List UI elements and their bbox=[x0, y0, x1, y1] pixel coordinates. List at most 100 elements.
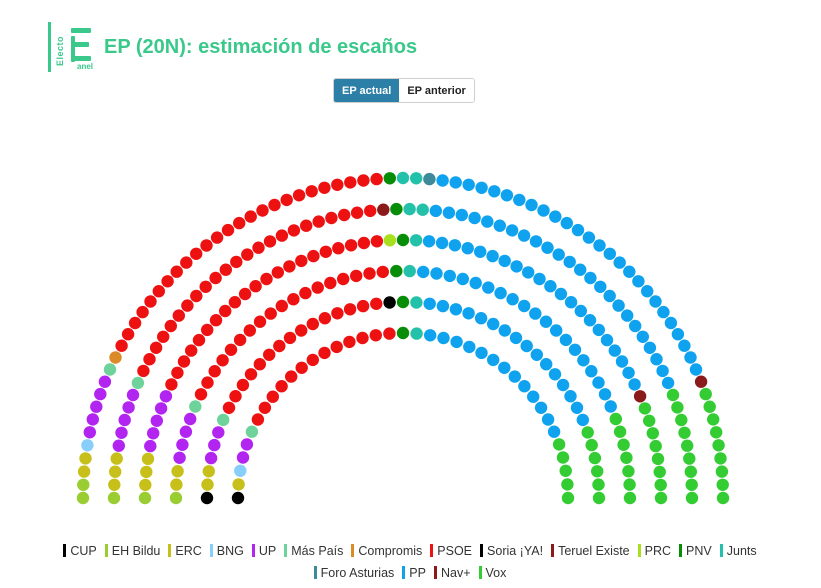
seat-dot[interactable] bbox=[236, 451, 250, 464]
seat-dot[interactable] bbox=[292, 189, 306, 202]
seat-dot[interactable] bbox=[437, 331, 450, 345]
legend-item[interactable]: Foro Asturias bbox=[313, 562, 394, 584]
seat-dot[interactable] bbox=[675, 413, 688, 427]
seat-dot[interactable] bbox=[581, 426, 594, 439]
seat-dot[interactable] bbox=[83, 426, 97, 439]
seat-dot[interactable] bbox=[222, 401, 236, 414]
seat-dot[interactable] bbox=[256, 204, 269, 217]
seat-dot[interactable] bbox=[416, 203, 429, 216]
seat-dot[interactable] bbox=[234, 464, 247, 477]
seat-dot[interactable] bbox=[541, 413, 555, 426]
seat-dot[interactable] bbox=[568, 343, 582, 356]
seat-dot[interactable] bbox=[649, 295, 662, 308]
seat-dot[interactable] bbox=[383, 327, 396, 340]
seat-dot[interactable] bbox=[190, 289, 203, 303]
seat-dot[interactable] bbox=[275, 299, 288, 313]
seat-dot[interactable] bbox=[657, 305, 670, 319]
seat-dot[interactable] bbox=[184, 412, 197, 426]
seat-dot[interactable] bbox=[671, 328, 685, 341]
seat-dot[interactable] bbox=[140, 465, 153, 479]
seat-dot[interactable] bbox=[540, 358, 553, 371]
seat-dot[interactable] bbox=[498, 361, 511, 374]
seat-dot[interactable] bbox=[154, 402, 168, 415]
seat-dot[interactable] bbox=[209, 314, 223, 327]
seat-dot[interactable] bbox=[307, 249, 320, 263]
seat-dot[interactable] bbox=[98, 375, 112, 388]
seat-dot[interactable] bbox=[109, 351, 122, 364]
seat-dot[interactable] bbox=[482, 281, 495, 294]
seat-dot[interactable] bbox=[171, 366, 184, 379]
seat-dot[interactable] bbox=[245, 425, 259, 438]
seat-dot[interactable] bbox=[243, 324, 256, 337]
seat-dot[interactable] bbox=[208, 438, 221, 452]
seat-dot[interactable] bbox=[275, 380, 288, 393]
seat-dot[interactable] bbox=[423, 297, 436, 310]
seat-dot[interactable] bbox=[216, 354, 229, 367]
seat-dot[interactable] bbox=[81, 439, 94, 452]
seat-dot[interactable] bbox=[122, 401, 135, 414]
seat-dot[interactable] bbox=[143, 353, 156, 366]
seat-dot[interactable] bbox=[204, 451, 218, 465]
seat-dot[interactable] bbox=[571, 223, 585, 237]
seat-dot[interactable] bbox=[510, 260, 523, 273]
seat-dot[interactable] bbox=[144, 439, 157, 453]
seat-dot[interactable] bbox=[707, 413, 720, 426]
seat-dot[interactable] bbox=[582, 231, 596, 244]
seat-dot[interactable] bbox=[112, 439, 126, 452]
seat-dot[interactable] bbox=[529, 235, 543, 248]
seat-dot[interactable] bbox=[550, 324, 563, 337]
seat-dot[interactable] bbox=[506, 293, 519, 306]
legend-item[interactable]: PNV bbox=[679, 540, 712, 562]
seat-dot[interactable] bbox=[244, 210, 257, 223]
seat-dot[interactable] bbox=[295, 324, 308, 337]
seat-dot[interactable] bbox=[541, 241, 554, 254]
seat-dot[interactable] bbox=[715, 465, 729, 478]
seat-dot[interactable] bbox=[609, 412, 622, 426]
seat-dot[interactable] bbox=[608, 344, 621, 357]
seat-dot[interactable] bbox=[325, 211, 338, 225]
seat-dot[interactable] bbox=[629, 319, 642, 333]
seat-dot[interactable] bbox=[390, 202, 403, 216]
seat-dot[interactable] bbox=[103, 363, 117, 376]
seat-dot[interactable] bbox=[556, 451, 570, 464]
seat-dot[interactable] bbox=[671, 401, 684, 414]
seat-dot[interactable] bbox=[487, 353, 500, 367]
seat-dot[interactable] bbox=[520, 339, 533, 353]
seat-dot[interactable] bbox=[684, 465, 697, 478]
seat-dot[interactable] bbox=[544, 280, 557, 293]
legend-item[interactable]: PP bbox=[402, 562, 426, 584]
seat-dot[interactable] bbox=[603, 289, 616, 303]
seat-dot[interactable] bbox=[560, 216, 573, 230]
seat-dot[interactable] bbox=[468, 211, 481, 225]
seat-dot[interactable] bbox=[584, 271, 597, 285]
seat-dot[interactable] bbox=[449, 303, 463, 316]
seat-dot[interactable] bbox=[271, 266, 284, 279]
seat-dot[interactable] bbox=[210, 231, 224, 244]
seat-dot[interactable] bbox=[109, 465, 122, 478]
legend-item[interactable]: Teruel Existe bbox=[551, 540, 630, 562]
seat-dot[interactable] bbox=[177, 355, 191, 368]
seat-dot[interactable] bbox=[643, 414, 656, 427]
seat-dot[interactable] bbox=[94, 387, 107, 401]
seat-dot[interactable] bbox=[699, 387, 712, 401]
seat-dot[interactable] bbox=[176, 438, 189, 451]
seat-dot[interactable] bbox=[390, 264, 403, 278]
seat-dot[interactable] bbox=[77, 465, 91, 478]
seat-dot[interactable] bbox=[461, 242, 474, 255]
seat-dot[interactable] bbox=[592, 323, 605, 337]
seat-dot[interactable] bbox=[462, 307, 475, 320]
seat-dot[interactable] bbox=[494, 286, 507, 300]
seat-dot[interactable] bbox=[287, 293, 300, 306]
seat-dot[interactable] bbox=[299, 286, 312, 300]
seat-dot[interactable] bbox=[475, 181, 488, 194]
seat-dot[interactable] bbox=[141, 452, 155, 466]
seat-dot[interactable] bbox=[563, 255, 576, 269]
seat-dot[interactable] bbox=[487, 317, 500, 331]
seat-dot[interactable] bbox=[212, 426, 225, 439]
seat-dot[interactable] bbox=[527, 390, 540, 403]
seat-dot[interactable] bbox=[330, 340, 343, 354]
seat-dot[interactable] bbox=[200, 491, 214, 505]
seat-dot[interactable] bbox=[249, 280, 262, 293]
seat-dot[interactable] bbox=[554, 287, 568, 301]
seat-dot[interactable] bbox=[185, 344, 198, 357]
